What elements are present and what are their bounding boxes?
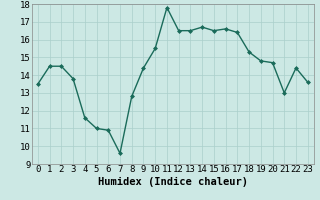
X-axis label: Humidex (Indice chaleur): Humidex (Indice chaleur): [98, 177, 248, 187]
